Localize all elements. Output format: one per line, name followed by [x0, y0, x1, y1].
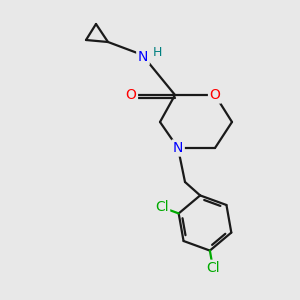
Text: H: H	[152, 46, 162, 59]
Text: O: O	[126, 88, 136, 102]
Text: N: N	[173, 141, 183, 155]
Text: Cl: Cl	[155, 200, 169, 214]
Text: Cl: Cl	[206, 261, 220, 275]
Text: O: O	[210, 88, 220, 102]
Text: N: N	[138, 50, 148, 64]
